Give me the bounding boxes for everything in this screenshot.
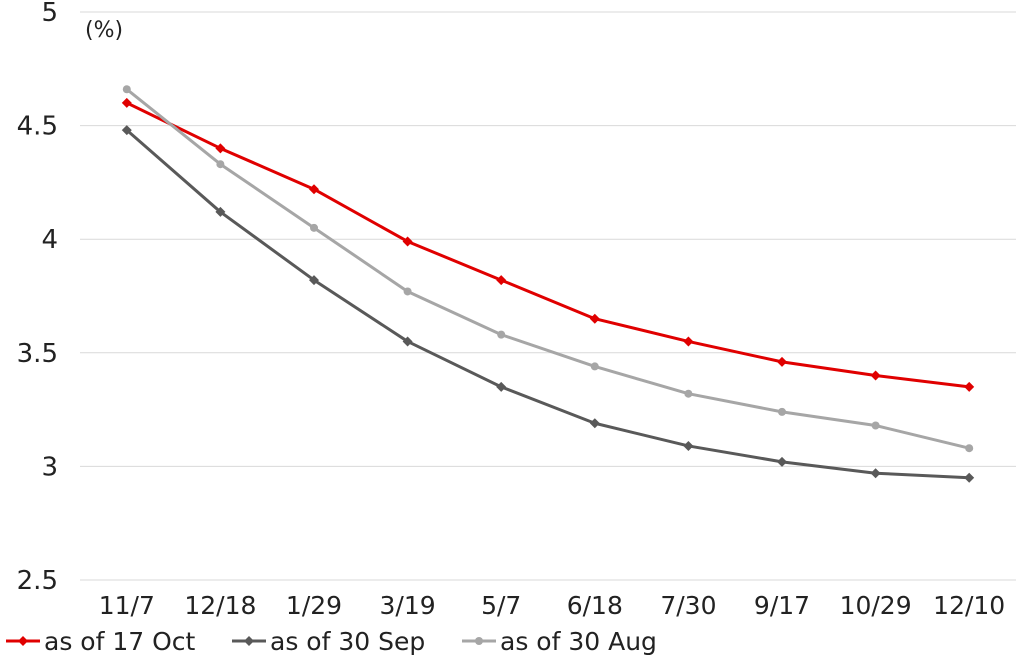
- data-point: [496, 275, 507, 286]
- data-point: [403, 287, 412, 296]
- data-point: [496, 381, 507, 392]
- x-tick-label: 6/18: [567, 591, 623, 620]
- data-point: [310, 223, 318, 232]
- x-tick-label: 7/30: [660, 591, 716, 620]
- data-point: [777, 356, 787, 367]
- x-tick-label: 1/29: [286, 591, 342, 620]
- series-line: [125, 129, 970, 480]
- series-3: [122, 85, 974, 453]
- y-axis: 2.5 3 3.5 4 4.5 5: [17, 0, 58, 596]
- x-tick-label: 11/7: [99, 591, 155, 620]
- x-tick-label: 3/19: [380, 591, 436, 620]
- data-point: [309, 275, 319, 286]
- legend-marker: [18, 636, 28, 646]
- data-point: [965, 444, 974, 453]
- unit-label: (%): [85, 18, 123, 43]
- series-line: [125, 88, 970, 450]
- data-point: [871, 421, 880, 430]
- series-2: [121, 125, 975, 483]
- data-point: [778, 407, 786, 416]
- series-line: [126, 101, 970, 389]
- data-point: [309, 184, 319, 195]
- data-point: [590, 362, 599, 371]
- data-point: [589, 313, 600, 324]
- series-1: [121, 97, 975, 392]
- data-point: [121, 97, 132, 108]
- data-point: [216, 160, 225, 169]
- x-tick-label: 10/29: [840, 591, 912, 620]
- data-point: [402, 236, 413, 247]
- y-tick-label: 2.5: [17, 566, 58, 596]
- x-axis: 11/7 12/18 1/29 3/19 5/7 6/18 7/30 9/17 10/29 12/…: [99, 591, 1005, 620]
- data-point: [683, 336, 694, 347]
- legend-entry: as of 30 Sep: [232, 627, 425, 656]
- legend-marker: [244, 636, 254, 646]
- data-point: [683, 440, 694, 451]
- data-point: [777, 456, 787, 467]
- legend-label: as of 30 Aug: [500, 627, 657, 656]
- x-tick-label: 9/17: [754, 591, 810, 620]
- x-tick-label: 12/10: [933, 591, 1005, 620]
- data-point: [121, 125, 132, 136]
- legend-label: as of 17 Oct: [44, 627, 196, 656]
- series-group: [121, 85, 975, 483]
- legend-label: as of 30 Sep: [270, 627, 425, 656]
- legend-entry: as of 30 Aug: [462, 627, 657, 656]
- data-point: [964, 381, 975, 392]
- data-point: [589, 418, 600, 429]
- data-point: [215, 206, 226, 217]
- legend-entry: as of 17 Oct: [6, 627, 196, 656]
- data-point: [684, 389, 693, 398]
- x-tick-label: 5/7: [481, 591, 521, 620]
- data-point: [215, 143, 226, 154]
- gridlines: [80, 11, 1016, 581]
- y-tick-label: 4: [41, 225, 58, 255]
- y-tick-label: 5: [41, 0, 58, 28]
- x-tick-label: 12/18: [184, 591, 256, 620]
- y-tick-label: 4.5: [17, 112, 58, 142]
- y-tick-label: 3.5: [17, 339, 58, 369]
- data-point: [402, 336, 413, 347]
- legend-marker: [475, 637, 483, 645]
- data-point: [122, 85, 131, 94]
- data-point: [870, 370, 881, 381]
- legend: as of 17 Oct as of 30 Sep as of 30 Aug: [6, 627, 657, 656]
- data-point: [870, 468, 881, 479]
- data-point: [964, 472, 975, 483]
- y-tick-label: 3: [41, 452, 58, 482]
- data-point: [497, 330, 506, 339]
